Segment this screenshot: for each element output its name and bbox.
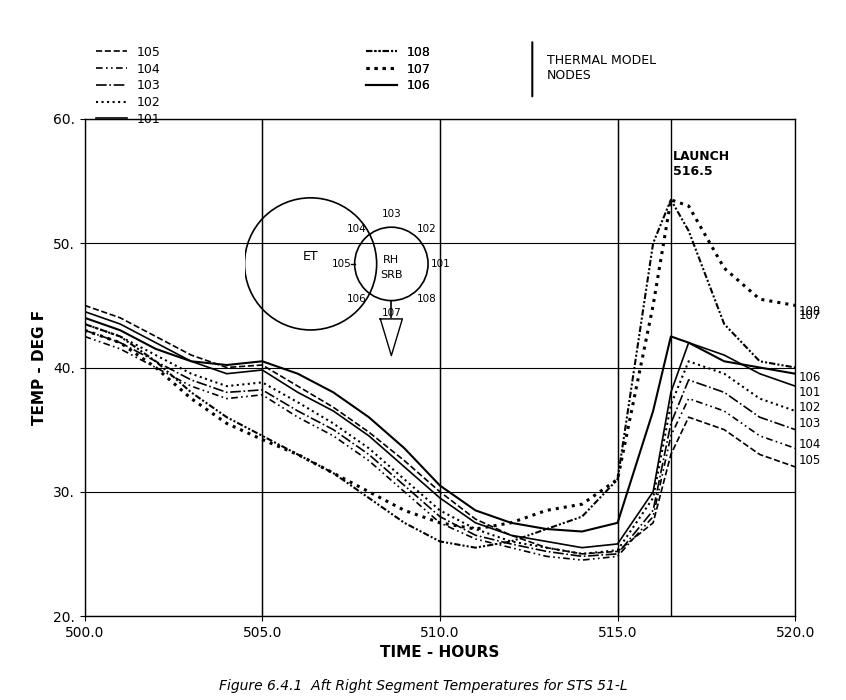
Text: LAUNCH
516.5: LAUNCH 516.5 bbox=[673, 150, 730, 178]
Text: 101: 101 bbox=[799, 386, 821, 399]
Text: 108: 108 bbox=[799, 305, 821, 318]
Text: THERMAL MODEL
NODES: THERMAL MODEL NODES bbox=[547, 55, 656, 83]
Text: 104: 104 bbox=[799, 438, 821, 451]
Text: 103: 103 bbox=[799, 417, 821, 430]
Text: 102: 102 bbox=[799, 401, 821, 414]
Y-axis label: TEMP - DEG F: TEMP - DEG F bbox=[32, 310, 47, 425]
Text: Figure 6.4.1  Aft Right Segment Temperatures for STS 51-L: Figure 6.4.1 Aft Right Segment Temperatu… bbox=[218, 679, 628, 693]
X-axis label: TIME - HOURS: TIME - HOURS bbox=[380, 645, 500, 660]
Legend: 108, 107, 106: 108, 107, 106 bbox=[361, 41, 436, 97]
Text: 107: 107 bbox=[799, 309, 821, 322]
Text: 106: 106 bbox=[799, 371, 821, 384]
Text: 105: 105 bbox=[799, 454, 821, 467]
